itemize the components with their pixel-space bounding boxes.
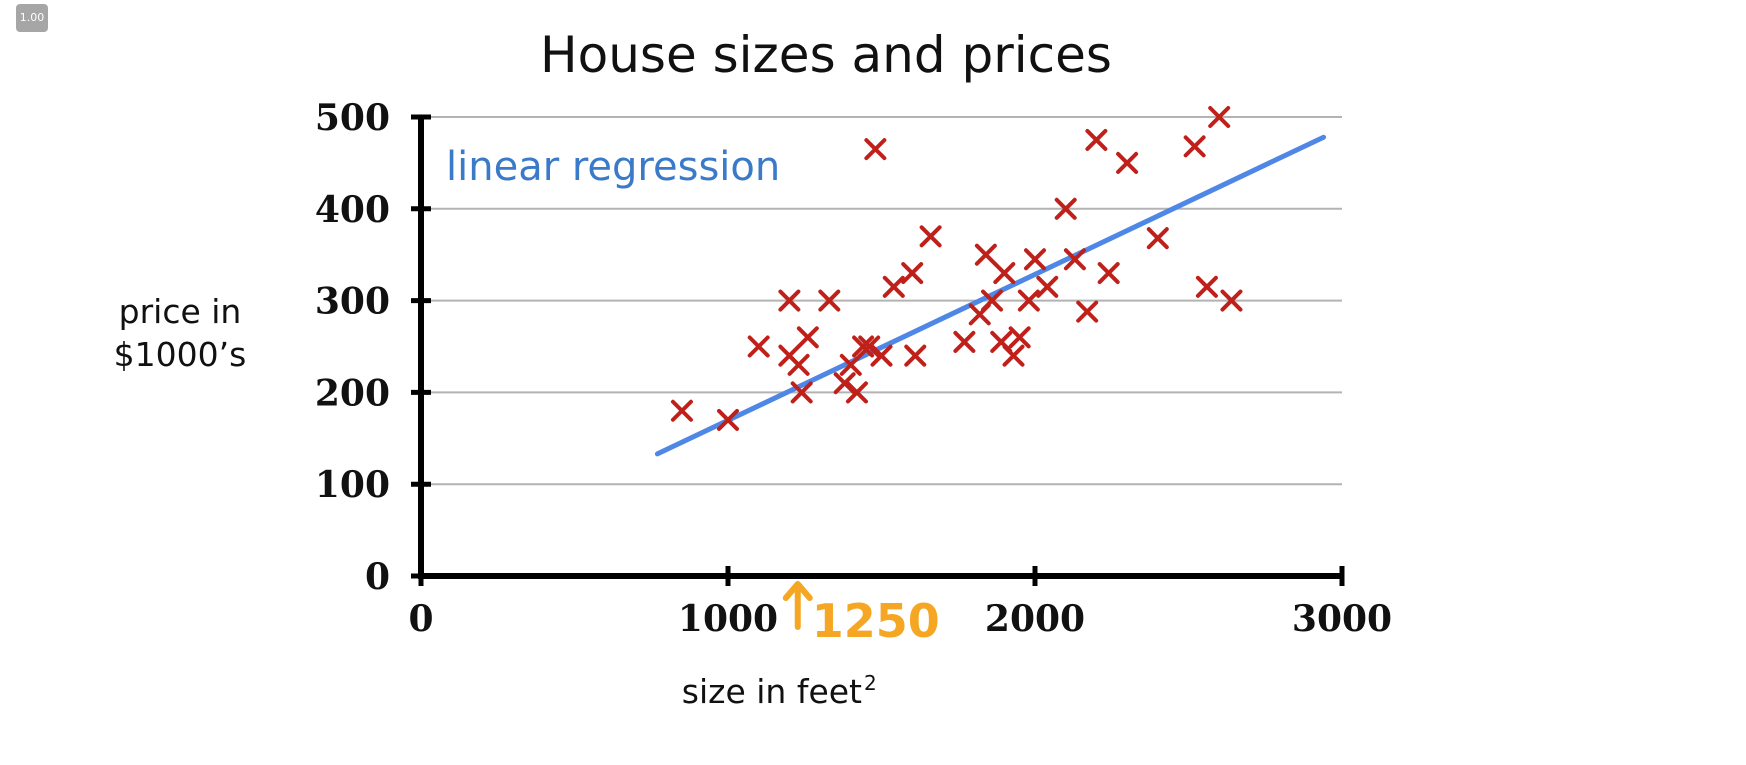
y-tick-label-300: 300 <box>315 281 390 323</box>
annotation-1250: 1250 <box>782 581 940 648</box>
data-point-33 <box>1076 300 1099 323</box>
data-point-36 <box>1116 151 1139 174</box>
data-point-23 <box>981 289 1004 312</box>
data-point-22 <box>974 243 997 266</box>
y-axis-label-line-2: $1000’s <box>114 335 247 374</box>
y-tick-label-200: 200 <box>315 372 390 414</box>
data-point-34 <box>1085 128 1108 151</box>
data-point-27 <box>1008 326 1031 349</box>
data-point-13 <box>858 335 881 358</box>
x-tick-label-2000: 2000 <box>985 598 1085 640</box>
regression-label: linear regression <box>446 144 780 190</box>
x-axis-ticks: 0 1000 2000 3000 <box>408 566 1392 640</box>
grid-lines <box>421 116 1342 486</box>
data-point-16 <box>882 275 905 298</box>
data-point-10 <box>839 353 862 376</box>
data-point-20 <box>953 330 976 353</box>
x-tick-label-3000: 3000 <box>1292 598 1392 640</box>
data-point-32 <box>1063 248 1086 271</box>
data-point-28 <box>1017 289 1040 312</box>
data-point-41 <box>1220 289 1243 312</box>
data-point-40 <box>1208 106 1231 128</box>
data-point-18 <box>904 344 927 367</box>
y-tick-label-500: 500 <box>315 97 390 139</box>
x-axis-label: size in feet <box>682 672 862 711</box>
regression-series <box>654 134 1327 457</box>
data-point-12 <box>852 335 875 358</box>
y-tick-label-100: 100 <box>315 464 390 506</box>
y-tick-label-0: 0 <box>365 556 390 598</box>
regression-line <box>654 134 1327 457</box>
annotation-arrow <box>782 581 813 630</box>
data-point-5 <box>787 353 810 376</box>
data-point-31 <box>1054 197 1077 220</box>
data-point-15 <box>870 344 893 367</box>
x-axis-label-superscript: 2 <box>864 671 877 695</box>
data-point-8 <box>818 289 841 312</box>
data-point-39 <box>1195 275 1218 298</box>
data-point-26 <box>1002 344 1025 367</box>
axes <box>418 115 1344 579</box>
data-point-6 <box>790 381 813 404</box>
data-point-14 <box>864 138 887 161</box>
x-tick-label-1000: 1000 <box>678 598 778 640</box>
data-point-7 <box>796 326 819 349</box>
data-point-29 <box>1024 248 1046 271</box>
data-point-2 <box>747 335 770 358</box>
y-axis-ticks: 0 100 200 300 400 500 <box>315 97 431 598</box>
data-point-9 <box>833 372 856 395</box>
y-tick-label-400: 400 <box>315 189 390 231</box>
data-point-25 <box>993 262 1016 285</box>
data-point-38 <box>1183 135 1206 158</box>
data-point-35 <box>1097 262 1120 285</box>
data-point-11 <box>845 381 868 404</box>
data-point-3 <box>778 289 801 312</box>
y-axis-label-line-1: price in <box>119 292 242 331</box>
data-point-37 <box>1146 227 1169 250</box>
scatter-points <box>670 106 1243 431</box>
data-point-30 <box>1036 275 1059 298</box>
data-point-19 <box>919 225 942 248</box>
data-point-0 <box>670 399 693 422</box>
data-point-17 <box>901 262 924 285</box>
annotation-text: 1250 <box>812 594 940 648</box>
x-tick-label-0: 0 <box>408 598 433 640</box>
zoom-level-badge: 1.00 <box>16 4 48 32</box>
data-point-1 <box>717 408 739 431</box>
chart-title: House sizes and prices <box>540 26 1112 84</box>
